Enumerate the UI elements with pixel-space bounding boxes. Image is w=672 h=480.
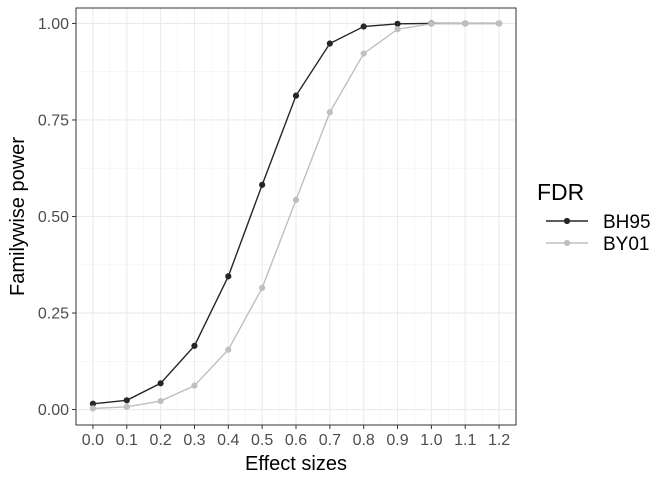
data-point-bh95	[157, 380, 164, 387]
data-point-bh95	[292, 92, 300, 99]
data-point-by01	[292, 196, 300, 203]
x-tick-label: 0.9	[386, 432, 408, 449]
legend-label: BH95	[603, 212, 651, 233]
x-tick-label: 0.5	[251, 432, 273, 449]
legend-item-bh95: BH95	[546, 212, 651, 233]
legend-key-point	[563, 217, 571, 225]
x-tick-label: 1.0	[420, 432, 442, 449]
data-point-by01	[157, 397, 164, 405]
series-layer	[89, 20, 503, 412]
data-point-bh95	[326, 40, 333, 47]
y-axis: 0.00 0.25 0.50 0.75 1.00	[38, 16, 76, 419]
y-tick-label: 0.25	[38, 306, 69, 323]
x-tick-label: 0.8	[353, 432, 375, 449]
y-tick-label: 0.00	[38, 402, 69, 419]
y-tick-label: 0.75	[38, 112, 69, 129]
x-tick-label: 0.0	[82, 432, 104, 449]
y-axis-title: Familywise power	[7, 137, 29, 296]
x-tick-label: 0.3	[183, 432, 205, 449]
data-point-bh95	[89, 400, 97, 407]
x-tick-label: 0.7	[319, 432, 341, 449]
x-tick-label: 1.2	[488, 432, 510, 449]
data-point-bh95	[360, 23, 367, 30]
data-point-by01	[225, 346, 232, 353]
x-tick-label: 1.1	[454, 432, 476, 449]
data-point-by01	[89, 405, 97, 412]
series-by01	[89, 20, 503, 412]
data-point-bh95	[123, 397, 130, 404]
y-tick-label: 1.00	[38, 16, 69, 33]
x-tick-label: 0.6	[285, 432, 307, 449]
x-axis: 0.0 0.1 0.2 0.3 0.4 0.5 0.6 0.7 0.8 0.9 1.0 1.1 1.2	[82, 425, 510, 449]
major-gridlines	[76, 8, 516, 425]
x-axis-title: Effect sizes	[245, 453, 347, 475]
legend-item-by01: BY01	[546, 234, 649, 255]
data-point-bh95	[394, 20, 401, 27]
data-point-by01	[462, 20, 469, 27]
data-point-bh95	[259, 181, 266, 188]
legend-key-point	[563, 239, 571, 247]
legend-label: BY01	[603, 234, 649, 255]
data-point-bh95	[191, 342, 198, 349]
x-tick-label: 0.4	[217, 432, 239, 449]
data-point-by01	[191, 382, 198, 389]
data-point-by01	[394, 26, 401, 33]
x-tick-label: 0.2	[149, 432, 171, 449]
data-point-bh95	[225, 273, 232, 280]
legend-title: FDR	[537, 179, 584, 205]
x-tick-label: 0.1	[116, 432, 138, 449]
data-point-by01	[326, 109, 333, 116]
data-point-by01	[123, 403, 130, 410]
data-point-by01	[259, 284, 266, 292]
y-tick-label: 0.50	[38, 209, 69, 226]
data-point-by01	[360, 50, 367, 57]
data-point-by01	[495, 20, 503, 27]
plot-panel	[75, 7, 517, 426]
data-point-by01	[428, 20, 435, 27]
